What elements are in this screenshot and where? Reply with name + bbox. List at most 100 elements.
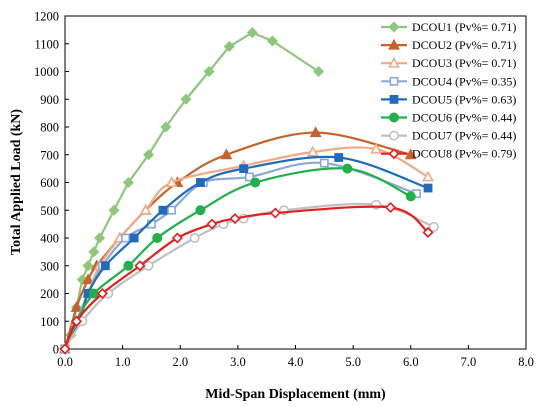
y-tick-label: 100 <box>40 315 59 329</box>
y-tick-label: 900 <box>40 93 59 107</box>
data-point <box>70 301 83 312</box>
data-point <box>319 158 329 168</box>
y-tick-label: 1000 <box>34 65 59 79</box>
data-point <box>423 183 433 193</box>
data-point <box>134 260 146 272</box>
data-point <box>88 246 100 258</box>
legend-marker <box>389 76 399 86</box>
data-point <box>167 205 177 215</box>
data-point <box>143 149 155 161</box>
data-point <box>334 153 344 162</box>
legend-marker <box>388 130 399 141</box>
legend-label: DCOU7 (Pv%= 0.44) <box>412 129 516 143</box>
data-point <box>250 177 261 188</box>
legend-item: DCOU3 (Pv%= 0.71) <box>381 56 516 70</box>
x-tick-label: 5.0 <box>345 355 361 369</box>
legend-marker <box>389 95 399 104</box>
data-point <box>196 178 205 187</box>
legend-item: DCOU2 (Pv%= 0.71) <box>381 38 516 52</box>
data-point <box>180 93 192 105</box>
y-tick-label: 1100 <box>34 37 59 51</box>
x-tick-label: 3.0 <box>230 355 246 369</box>
legend: DCOU1 (Pv%= 0.71) DCOU2 (Pv%= 0.71) DCOU3 … <box>381 20 516 161</box>
data-point <box>152 233 163 244</box>
legend-item: DCOU1 (Pv%= 0.71) <box>381 20 516 34</box>
data-point <box>122 176 134 189</box>
x-tick-labels: 0.0 1.0 2.0 3.0 4.0 5.0 6.0 7.0 8.0 <box>57 355 534 369</box>
data-point <box>82 273 95 285</box>
legend-item: DCOU6 (Pv%= 0.44) <box>381 111 516 125</box>
data-point <box>370 142 383 154</box>
x-tick-label: 4.0 <box>288 355 304 369</box>
x-tick-label: 0.0 <box>57 355 73 369</box>
data-point <box>171 232 183 244</box>
x-tick-label: 2.0 <box>172 355 188 369</box>
legend-item: DCOU5 (Pv%= 0.63) <box>381 92 516 106</box>
data-point <box>404 148 417 160</box>
y-tick-label: 400 <box>40 232 59 246</box>
data-point <box>70 315 83 327</box>
data-point <box>385 201 397 214</box>
legend-label: DCOU3 (Pv%= 0.71) <box>412 56 516 70</box>
x-tick-label: 1.0 <box>115 355 131 369</box>
legend-label: DCOU4 (Pv%= 0.35) <box>412 74 516 88</box>
x-axis-title: Mid-Span Displacement (mm) <box>205 387 386 402</box>
series-line <box>63 205 429 350</box>
data-point <box>94 232 106 244</box>
data-point <box>239 164 249 174</box>
data-point <box>269 207 281 219</box>
data-point <box>422 170 434 182</box>
series-7 <box>59 199 439 354</box>
legend-marker <box>388 21 400 33</box>
series-6 <box>59 163 416 354</box>
data-point <box>123 260 134 271</box>
legend-label: DCOU5 (Pv%= 0.63) <box>412 92 516 106</box>
y-axis-title: Total Applied Load (kN) <box>9 109 24 255</box>
legend-label: DCOU8 (Pv%= 0.79) <box>412 147 516 161</box>
legend-label: DCOU2 (Pv%= 0.71) <box>412 38 516 52</box>
legend-marker <box>388 56 400 68</box>
data-point <box>206 218 218 230</box>
data-point <box>428 221 439 232</box>
data-point <box>82 260 94 272</box>
data-point <box>266 35 278 47</box>
legend-label: DCOU1 (Pv%= 0.71) <box>412 20 516 34</box>
y-tick-label: 0 <box>53 343 59 357</box>
data-point <box>139 204 152 215</box>
data-point <box>342 163 353 174</box>
data-point <box>306 145 319 157</box>
data-point <box>229 213 241 225</box>
series-layer <box>59 27 439 355</box>
data-point <box>158 205 168 215</box>
y-tick-label: 800 <box>40 121 59 135</box>
y-tick-label: 700 <box>40 148 59 162</box>
y-tick-label: 600 <box>40 176 59 190</box>
data-point <box>405 191 416 202</box>
data-point <box>203 65 215 78</box>
legend-marker <box>388 112 399 123</box>
data-point <box>129 233 139 243</box>
x-tick-label: 8.0 <box>518 355 534 369</box>
data-point <box>88 288 99 299</box>
data-point <box>143 260 154 271</box>
x-tick-label: 6.0 <box>403 355 419 369</box>
legend-marker <box>388 38 400 50</box>
series-5 <box>60 153 433 354</box>
data-point <box>422 226 434 238</box>
data-point <box>100 261 110 271</box>
y-tick-label: 1200 <box>34 10 59 24</box>
data-point <box>108 204 120 216</box>
data-point <box>220 148 233 160</box>
y-tick-label: 300 <box>40 259 59 273</box>
legend-marker <box>388 148 400 160</box>
data-point <box>313 65 325 78</box>
data-point <box>121 233 130 243</box>
y-tick-label: 500 <box>40 204 59 218</box>
data-point <box>189 233 200 244</box>
data-point <box>246 27 258 39</box>
legend-item: DCOU7 (Pv%= 0.44) <box>381 129 516 143</box>
data-point <box>96 287 108 300</box>
data-point <box>223 40 235 53</box>
series-line <box>64 202 435 350</box>
